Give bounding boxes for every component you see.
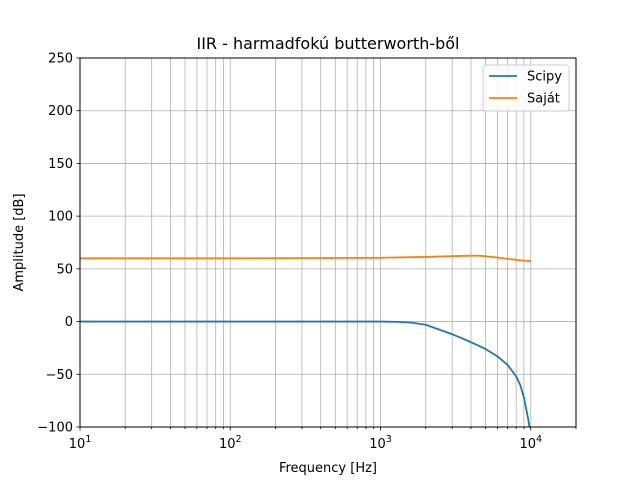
- series-line-1: [80, 254, 531, 262]
- chart-title: IIR - harmadfokú butterworth-ből: [196, 34, 459, 53]
- y-tick-label: −100: [37, 421, 73, 436]
- series-line-0: [80, 320, 531, 428]
- plot-area: [79, 57, 577, 428]
- legend: Scipy Saját: [482, 64, 570, 112]
- legend-label-0: Scipy: [527, 70, 562, 85]
- y-tick-label: 150: [48, 157, 73, 172]
- series-lines: [80, 254, 531, 428]
- y-tick-label: −50: [46, 368, 73, 383]
- x-tick-label: 101: [69, 434, 92, 452]
- y-tick-label: 100: [48, 210, 73, 225]
- grid-lines: [79, 57, 577, 428]
- x-tick-label: 102: [219, 434, 242, 452]
- y-axis-label: Amplitude [dB]: [12, 193, 27, 291]
- axis-ticks: −100 −50 0 50 100 150 200 250 101 102 103 104: [37, 52, 577, 452]
- y-tick-label: 0: [65, 315, 73, 330]
- y-tick-label: 50: [56, 262, 73, 277]
- legend-label-1: Saját: [527, 92, 560, 107]
- x-tick-label: 103: [369, 434, 392, 452]
- x-tick-label: 104: [519, 434, 542, 452]
- y-tick-label: 200: [48, 104, 73, 119]
- x-axis-label: Frequency [Hz]: [279, 461, 377, 476]
- y-tick-label: 250: [48, 52, 73, 67]
